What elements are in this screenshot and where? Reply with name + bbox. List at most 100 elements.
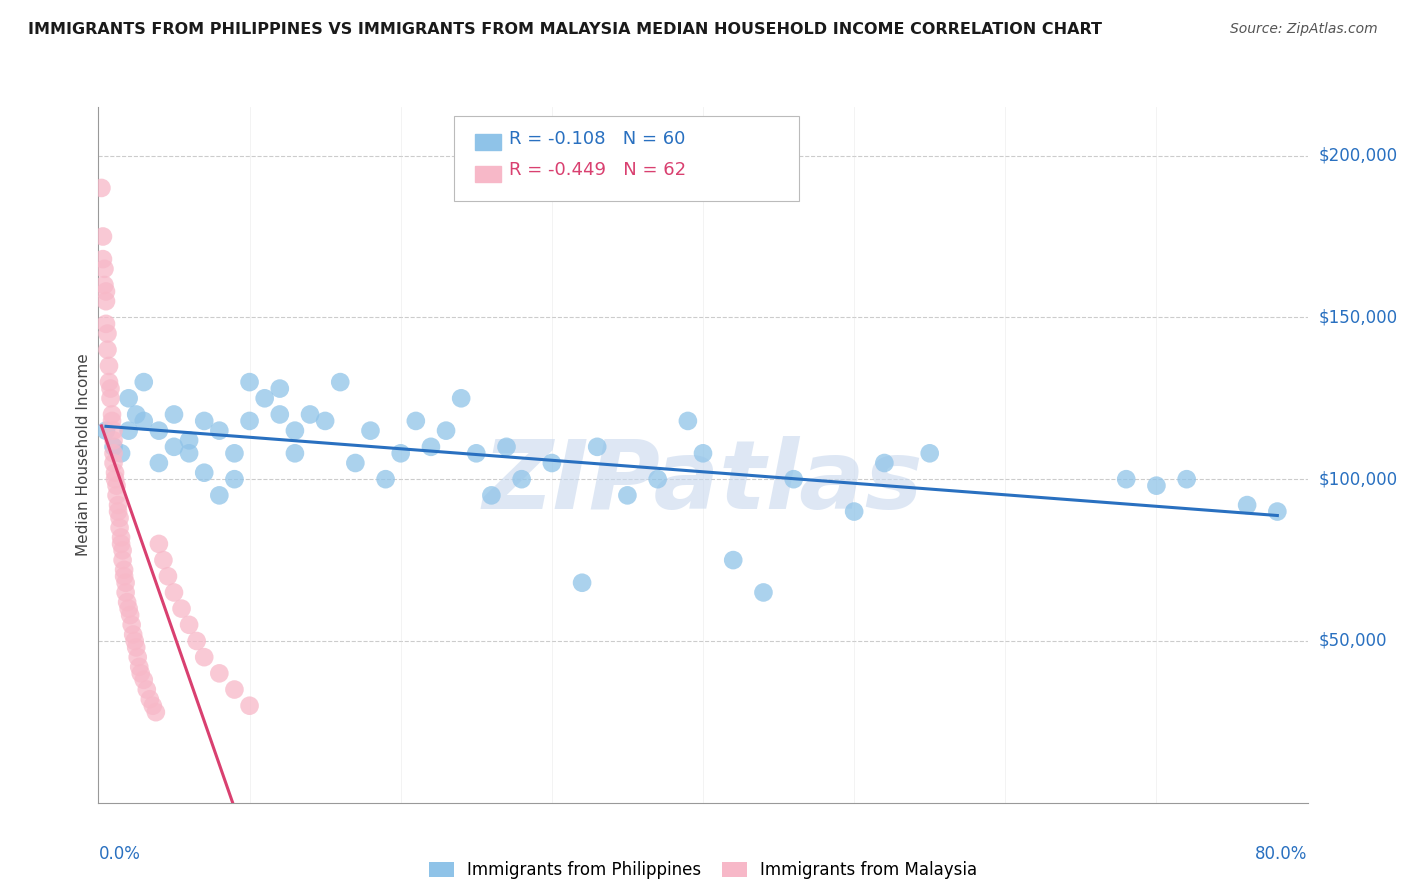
Point (100, 382, 122, 396)
Point (434, 424, 457, 438)
Point (94, 424, 117, 438)
Point (721, 553, 744, 567)
Point (104, 472, 127, 486)
Point (284, 446, 307, 460)
Point (676, 414, 699, 428)
Point (148, 537, 170, 551)
Text: 0.0%: 0.0% (98, 845, 141, 863)
Point (450, 392, 472, 406)
Point (110, 537, 132, 551)
Point (103, 456, 125, 470)
Point (239, 375, 262, 389)
Point (107, 498, 129, 512)
Point (208, 666, 231, 681)
Point (111, 543, 134, 558)
Point (163, 585, 186, 599)
Point (103, 424, 125, 438)
Point (145, 705, 167, 719)
Point (94, 317, 117, 331)
Point (108, 511, 131, 525)
Text: $200,000: $200,000 (1319, 146, 1398, 165)
Point (571, 575, 593, 590)
Point (284, 424, 307, 438)
Point (114, 585, 136, 599)
Point (105, 488, 128, 502)
Point (344, 456, 367, 470)
Point (129, 666, 152, 681)
Point (104, 466, 127, 480)
Point (124, 634, 146, 648)
Point (208, 488, 231, 502)
Point (128, 660, 150, 674)
Point (108, 521, 131, 535)
Point (465, 446, 488, 460)
Point (163, 408, 186, 422)
Point (239, 698, 262, 713)
Point (118, 392, 141, 406)
Point (96, 326, 118, 341)
Point (139, 692, 162, 706)
Point (177, 617, 201, 632)
Point (314, 414, 336, 428)
Point (647, 472, 669, 486)
Point (90, 181, 112, 195)
Point (692, 446, 714, 460)
Point (269, 382, 291, 396)
Point (120, 608, 142, 623)
Point (125, 408, 148, 422)
Point (224, 472, 246, 486)
Point (224, 682, 246, 697)
Point (844, 504, 866, 518)
Point (135, 682, 157, 697)
Point (1265, 504, 1288, 518)
Point (873, 456, 896, 470)
Point (121, 617, 143, 632)
Point (239, 414, 262, 428)
Point (93, 261, 115, 276)
Point (193, 650, 215, 665)
Point (91, 229, 114, 244)
Point (918, 446, 941, 460)
Point (101, 408, 124, 422)
Point (114, 575, 136, 590)
Point (299, 408, 322, 422)
Point (132, 375, 155, 389)
Point (208, 424, 231, 438)
Text: R = -0.449   N = 62: R = -0.449 N = 62 (509, 161, 686, 179)
Text: $50,000: $50,000 (1319, 632, 1388, 650)
Point (122, 627, 145, 641)
Point (360, 424, 382, 438)
Point (103, 434, 125, 448)
Point (94, 285, 117, 299)
Point (269, 408, 291, 422)
Point (100, 392, 122, 406)
Point (186, 634, 208, 648)
Point (481, 488, 503, 502)
Point (110, 446, 132, 460)
Text: IMMIGRANTS FROM PHILIPPINES VS IMMIGRANTS FROM MALAYSIA MEDIAN HOUSEHOLD INCOME : IMMIGRANTS FROM PHILIPPINES VS IMMIGRANT… (28, 22, 1102, 37)
Point (98, 359, 121, 373)
Point (224, 446, 246, 460)
Point (177, 434, 201, 448)
Point (111, 553, 134, 567)
Point (148, 456, 170, 470)
Legend: Immigrants from Philippines, Immigrants from Malaysia: Immigrants from Philippines, Immigrants … (429, 861, 977, 880)
Point (96, 343, 118, 357)
Point (156, 569, 179, 583)
Point (152, 553, 174, 567)
Text: $150,000: $150,000 (1319, 309, 1398, 326)
Point (405, 414, 427, 428)
Y-axis label: Median Household Income: Median Household Income (76, 353, 91, 557)
Point (419, 440, 441, 454)
Text: Source: ZipAtlas.com: Source: ZipAtlas.com (1230, 22, 1378, 37)
Point (193, 466, 215, 480)
Text: 80.0%: 80.0% (1256, 845, 1308, 863)
Point (163, 440, 186, 454)
Point (107, 504, 129, 518)
Point (118, 601, 141, 615)
Point (586, 440, 609, 454)
Point (118, 424, 141, 438)
Text: $100,000: $100,000 (1319, 470, 1398, 488)
Point (495, 440, 517, 454)
Point (103, 440, 125, 454)
